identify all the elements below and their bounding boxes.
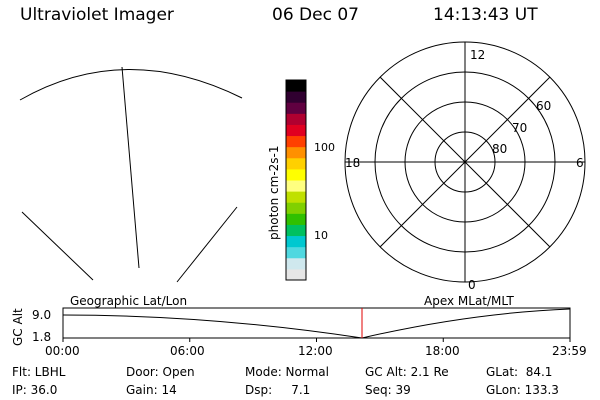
alt-tick-high: 9.0 — [32, 308, 51, 322]
colorbar-swatch — [286, 235, 306, 248]
alt-tick-low: 1.8 — [32, 330, 51, 344]
map-horizon-arc — [19, 69, 243, 101]
mlt-label-12: 12 — [470, 48, 485, 62]
map-right-edge-line — [176, 206, 238, 283]
mlat-label-60: 60 — [536, 99, 551, 113]
time-tick-1200: 12:00 — [298, 344, 333, 358]
altitude-curve — [62, 308, 571, 339]
mlat-label-80: 80 — [492, 142, 507, 156]
colorbar-frame — [285, 79, 307, 281]
colorbar-axis-label: photon cm-2s-1 — [267, 146, 281, 241]
status-seq: Seq: 39 — [365, 383, 411, 397]
status-flt: Flt: LBHL — [12, 365, 66, 379]
time-tick-0000: 00:00 — [45, 344, 80, 358]
colorbar-swatch — [286, 168, 306, 181]
status-mode: Mode: Normal — [245, 365, 329, 379]
colorbar-swatch — [286, 268, 306, 281]
colorbar-tick-100: 100 — [314, 141, 335, 154]
status-glon: GLon: 133.3 — [486, 383, 559, 397]
timeline-right-label: Apex MLat/MLT — [424, 294, 514, 308]
mlat-label-70: 70 — [512, 121, 527, 135]
date-readout: 06 Dec 07 — [272, 5, 359, 25]
colorbar-swatch — [286, 257, 306, 270]
map-meridian-line — [121, 66, 140, 269]
mlt-label-6: 6 — [576, 156, 584, 170]
colorbar-swatch — [286, 191, 306, 203]
mlt-label-18: 18 — [345, 156, 360, 170]
colorbar-tick-10: 10 — [314, 229, 328, 242]
mlt-label-0: 0 — [468, 278, 476, 292]
time-tick-2359: 23:59 — [552, 344, 587, 358]
colorbar-swatch — [286, 213, 306, 225]
status-gc-alt: GC Alt: 2.1 Re — [365, 365, 449, 379]
timeline-ticks — [62, 338, 571, 342]
polar-plot — [344, 41, 586, 283]
polar-diagonal-line-2 — [379, 76, 551, 248]
status-dsp: Dsp: 7.1 — [245, 383, 311, 397]
status-glat: GLat: 84.1 — [486, 365, 553, 379]
geographic-map — [19, 66, 243, 283]
colorbar-swatch — [286, 113, 306, 125]
color-bar — [285, 79, 307, 281]
timeline-frame — [62, 307, 571, 339]
status-door: Door: Open — [126, 365, 195, 379]
gc-alt-axis-label: GC Alt — [11, 308, 25, 346]
map-left-edge-line — [21, 211, 94, 281]
colorbar-swatch — [286, 246, 306, 259]
status-ip: IP: 36.0 — [12, 383, 58, 397]
colorbar-swatch — [286, 91, 306, 103]
status-gain: Gain: 14 — [126, 383, 177, 397]
time-tick-0600: 06:00 — [170, 344, 205, 358]
colorbar-swatch — [286, 146, 306, 159]
colorbar-swatch — [286, 224, 306, 237]
colorbar-swatch — [286, 157, 306, 170]
timeline-left-label: Geographic Lat/Lon — [70, 294, 187, 308]
colorbar-swatch — [286, 102, 306, 114]
colorbar-swatch — [286, 124, 306, 137]
time-tick-1800: 18:00 — [425, 344, 460, 358]
app-title: Ultraviolet Imager — [20, 5, 174, 25]
colorbar-swatch — [286, 80, 306, 92]
colorbar-swatch — [286, 135, 306, 148]
time-readout: 14:13:43 UT — [433, 5, 538, 25]
colorbar-swatch — [286, 202, 306, 214]
colorbar-swatch — [286, 180, 306, 192]
